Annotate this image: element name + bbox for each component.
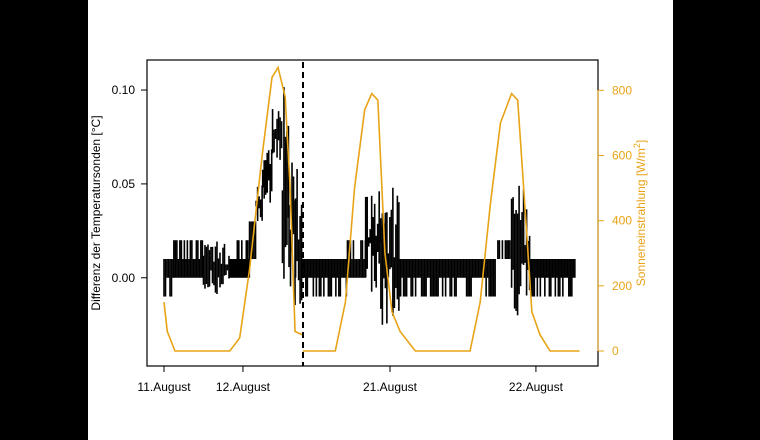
x-tick-label: 11.August [137,380,191,394]
y-left-label: Differenz der Temperatursonden [°C] [89,115,103,310]
temp-diff-bin [529,258,576,297]
y-right-tick-label: 800 [612,83,632,97]
y-left-tick-label: 0.05 [112,177,136,191]
y-left-tick-label: 0.00 [112,271,136,285]
temp-diff-bin [364,191,382,292]
irradiance-line [302,92,580,352]
y-right-tick-label: 200 [612,279,632,293]
temp-diff-bin [271,109,283,160]
y-right-tick-label: 600 [612,148,632,162]
y-right-label: Sonneneinstrahlung [W/m2] [632,140,648,286]
series-layer [163,65,580,352]
x-tick-label: 21.August [363,380,418,394]
temp-diff-bin [510,185,531,316]
axes-layer: 0.00 0.05 0.10 0 200 400 600 800 11.August 12.Aug… [112,83,633,394]
x-tick-label: 12.August [216,380,271,394]
y-right-tick-label: 0 [612,344,619,358]
x-tick-label: 22.August [509,380,564,394]
temp-diff-bin [163,258,174,297]
temp-diff-bin [202,241,230,295]
temp-diff-bin [302,258,348,297]
temp-diff-bin [229,240,251,278]
temp-diff-bin [294,169,303,304]
y-left-tick-label: 0.10 [112,83,136,97]
y-right-tick-label: 400 [612,214,632,228]
temp-diff-bin [173,240,204,278]
temp-diff-bin [497,240,511,259]
temp-diff-bin [261,149,273,203]
plot-frame [146,59,599,367]
irradiance-line [163,65,303,352]
